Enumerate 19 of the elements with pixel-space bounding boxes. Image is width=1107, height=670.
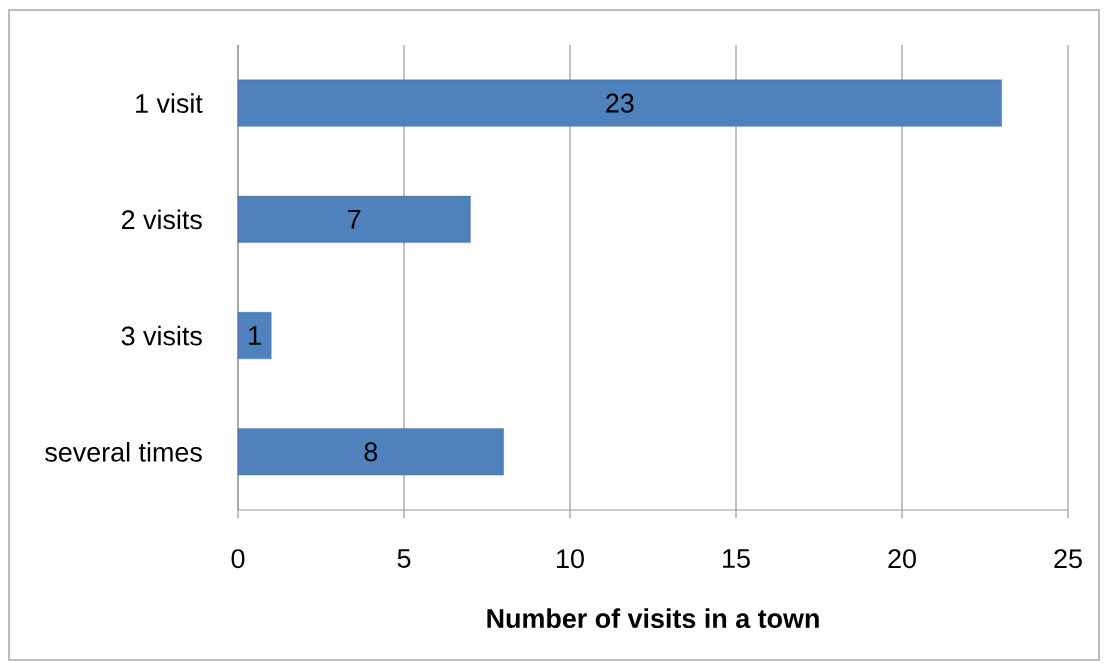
x-tick-label: 10 (557, 549, 584, 569)
x-tick-label: 5 (397, 549, 411, 568)
y-tick-label: 2 visits (121, 209, 202, 230)
bar (237, 312, 272, 360)
y-tick-label: 1 visit (136, 93, 203, 113)
bar (237, 79, 1002, 127)
bar (237, 428, 504, 476)
data-label: 7 (348, 210, 361, 229)
x-tick-label: 25 (1054, 549, 1082, 569)
x-tick-label: 20 (888, 549, 916, 569)
data-label: 1 (249, 326, 261, 345)
x-tick-label: 0 (231, 549, 245, 569)
y-tick-label: several times (45, 441, 202, 462)
data-label: 23 (606, 93, 634, 113)
y-tick-label: 3 visits (121, 325, 202, 346)
bar (237, 195, 471, 243)
x-tick-label: 15 (723, 549, 750, 568)
data-label: 8 (364, 442, 378, 462)
x-axis-title: Number of visits in a town (487, 608, 819, 629)
